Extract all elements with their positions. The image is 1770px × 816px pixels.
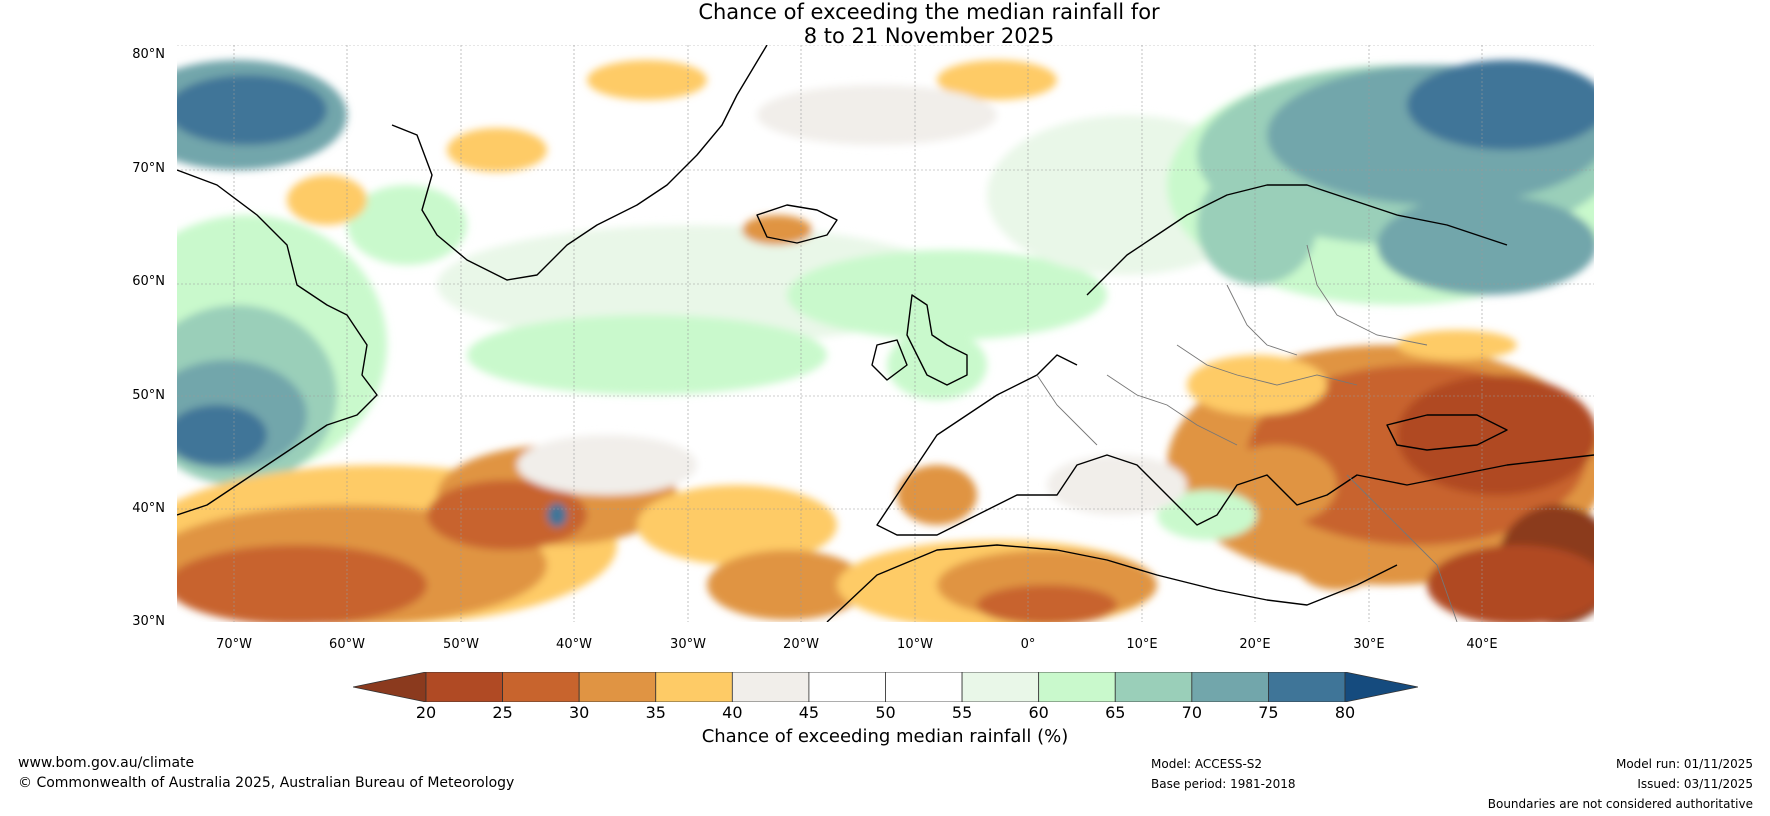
colorbar-bin bbox=[808, 672, 886, 702]
title-line-1: Chance of exceeding the median rainfall … bbox=[698, 0, 1160, 24]
lon-label-10e: 10°E bbox=[1126, 637, 1158, 652]
lat-label-50n: 50°N bbox=[132, 388, 165, 403]
chart-title: Chance of exceeding the median rainfall … bbox=[0, 0, 1770, 48]
colorbar-tick-label: 35 bbox=[645, 703, 666, 722]
colorbar-bin bbox=[425, 672, 503, 702]
footer-issued: Issued: 03/11/2025 bbox=[1637, 777, 1753, 791]
colorbar-tick-label: 65 bbox=[1105, 703, 1126, 722]
footer-model: Model: ACCESS-S2 bbox=[1151, 757, 1263, 771]
colorbar-bin bbox=[961, 672, 1040, 702]
colorbar-tick-label: 20 bbox=[415, 703, 437, 722]
footer-model-run: Model run: 01/11/2025 bbox=[1615, 757, 1753, 771]
lon-label-20w: 20°W bbox=[783, 637, 819, 652]
scandinavia-coast bbox=[1086, 184, 1508, 296]
colorbar-tick-label: 55 bbox=[951, 703, 973, 722]
lon-label-20e: 20°E bbox=[1239, 637, 1271, 652]
footer-base-period: Base period: 1981-2018 bbox=[1151, 777, 1296, 791]
colorbar-bin bbox=[1191, 672, 1269, 702]
colorbar-tick-label: 70 bbox=[1181, 703, 1202, 722]
lat-label-80n: 80°N bbox=[132, 47, 165, 62]
colorbar-tick-label: 80 bbox=[1334, 703, 1356, 722]
iceland-coast bbox=[756, 204, 838, 244]
lat-label-30n: 30°N bbox=[132, 614, 165, 629]
lon-label-40e: 40°E bbox=[1466, 637, 1498, 652]
british-isles-coast bbox=[871, 294, 968, 386]
black-sea-coast bbox=[1386, 414, 1508, 451]
colorbar-tick-label: 50 bbox=[875, 703, 896, 722]
colorbar-extend-low bbox=[353, 672, 427, 702]
lon-label-70w: 70°W bbox=[216, 637, 252, 652]
footer-disclaimer: Boundaries are not considered authoritat… bbox=[1487, 797, 1753, 811]
colorbar-tick-label: 60 bbox=[1028, 703, 1049, 722]
colorbar-tick-label: 40 bbox=[722, 703, 743, 722]
colorbar-bin bbox=[578, 672, 657, 702]
lon-label-60w: 60°W bbox=[329, 637, 365, 652]
rainfall-map bbox=[177, 45, 1594, 622]
footer-copyright: © Commonwealth of Australia 2025, Austra… bbox=[18, 775, 515, 791]
title-line-2: 8 to 21 November 2025 bbox=[803, 24, 1055, 48]
colorbar-tick-label: 25 bbox=[492, 703, 513, 722]
lon-label-10w: 10°W bbox=[897, 637, 933, 652]
lon-label-30w: 30°W bbox=[670, 637, 706, 652]
lat-label-40n: 40°N bbox=[132, 501, 165, 516]
map-canvas bbox=[177, 45, 1594, 622]
colorbar-bin bbox=[655, 672, 733, 702]
lon-label-40w: 40°W bbox=[556, 637, 592, 652]
lat-label-60n: 60°N bbox=[132, 274, 165, 289]
colorbar-tick-label: 30 bbox=[568, 703, 590, 722]
colorbar-extend-high bbox=[1344, 672, 1418, 702]
north-africa-coast bbox=[826, 544, 1398, 622]
lon-label-30e: 30°E bbox=[1353, 637, 1385, 652]
colorbar bbox=[353, 672, 1418, 702]
colorbar-tick-label: 45 bbox=[798, 703, 820, 722]
colorbar-bin bbox=[502, 672, 580, 702]
lon-label-50w: 50°W bbox=[443, 637, 479, 652]
canada-coast bbox=[177, 169, 378, 516]
greenland-coast bbox=[391, 45, 768, 281]
colorbar-bin bbox=[885, 672, 963, 702]
footer-website: www.bom.gov.au/climate bbox=[18, 755, 195, 771]
europe-coast bbox=[876, 354, 1594, 536]
colorbar-title: Chance of exceeding median rainfall (%) bbox=[701, 726, 1069, 747]
lat-label-70n: 70°N bbox=[132, 161, 165, 176]
colorbar-bin bbox=[1114, 672, 1193, 702]
colorbar-bin bbox=[1038, 672, 1116, 702]
colorbar-tick-label: 75 bbox=[1258, 703, 1279, 722]
lon-label-0: 0° bbox=[1020, 637, 1036, 652]
colorbar-bin bbox=[731, 672, 810, 702]
colorbar-bin bbox=[1268, 672, 1346, 702]
